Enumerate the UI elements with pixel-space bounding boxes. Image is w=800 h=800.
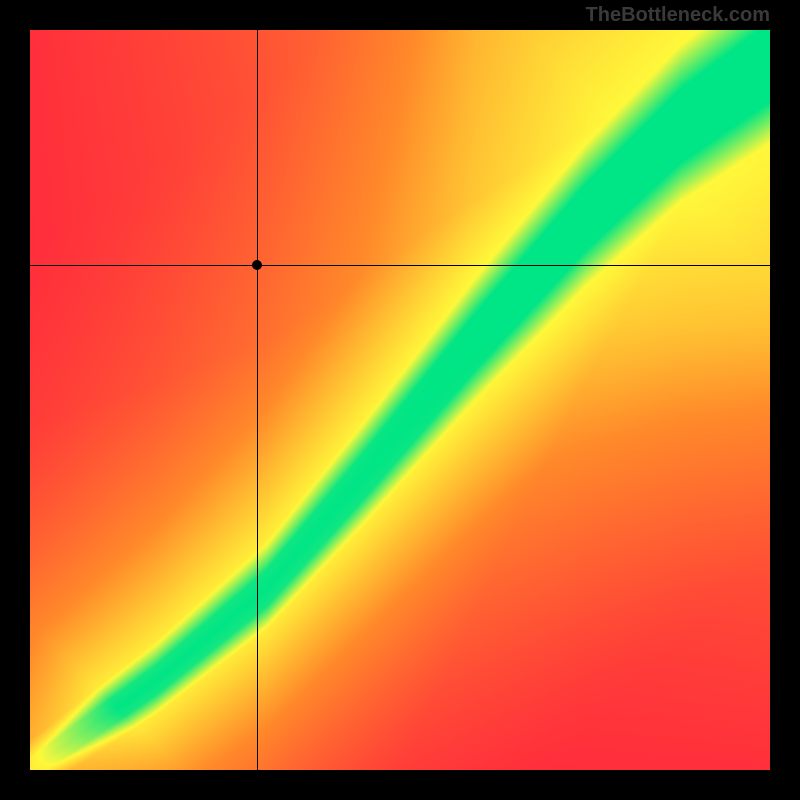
bottleneck-heatmap [30,30,770,770]
heatmap-canvas [30,30,770,770]
watermark-text: TheBottleneck.com [586,4,770,27]
crosshair-horizontal [30,265,770,266]
chart-container: TheBottleneck.com [0,0,800,800]
crosshair-vertical [257,30,258,770]
marker-dot [252,260,262,270]
